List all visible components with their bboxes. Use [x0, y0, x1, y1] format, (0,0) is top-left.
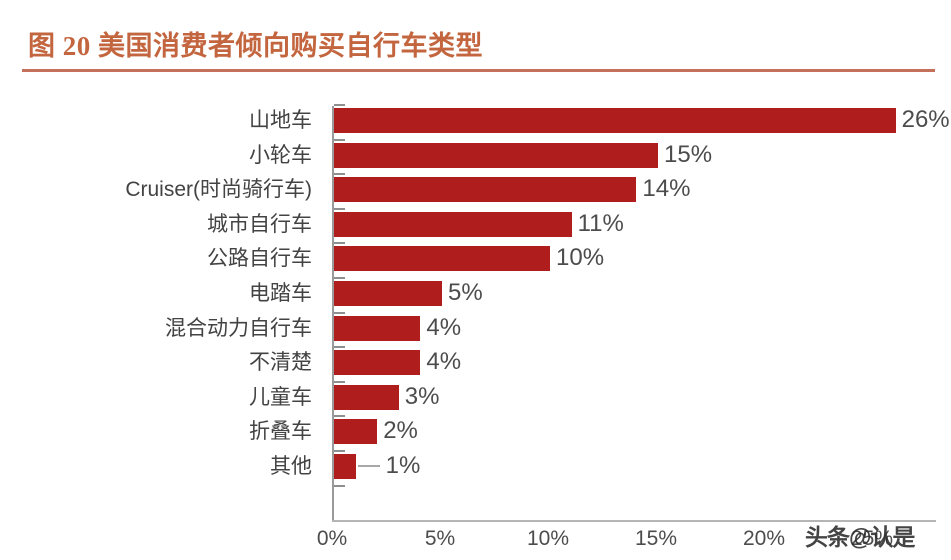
category-axis-tick — [334, 311, 345, 314]
category-label: 公路自行车 — [207, 247, 312, 271]
category-axis-tick — [334, 415, 345, 418]
bar-row: 小轮车 15% — [0, 138, 951, 173]
category-axis-tick — [334, 138, 345, 141]
x-axis-tick-label: 20% — [742, 527, 786, 550]
x-axis-tick-label: 15% — [634, 527, 678, 550]
bar-row: 儿童车 3% — [0, 380, 951, 415]
category-axis-tick — [334, 277, 345, 279]
bar — [334, 384, 399, 410]
category-label: 混合动力自行车 — [165, 316, 312, 340]
bar-chart-plot-area: 山地车 26% 小轮车 15% Cruiser(时尚骑行车) 14% 城市自行车 11% 公路自… — [0, 78, 951, 560]
x-axis-tick-label: 0% — [316, 527, 348, 550]
category-label: 其他 — [270, 455, 312, 478]
bar — [334, 419, 378, 445]
bar-row: 山地车 26% — [0, 103, 951, 138]
category-label: 山地车 — [249, 109, 312, 132]
bar-value-label: 4% — [426, 313, 462, 341]
bar-row: 混合动力自行车 4% — [0, 311, 951, 346]
bar-row: 电踏车 5% — [0, 276, 951, 311]
bar-value-label: 5% — [448, 279, 483, 306]
category-axis-tick — [334, 104, 345, 106]
page-title: 图 20 美国消费者倾向购买自行车类型 — [28, 31, 483, 61]
bar-row: 折叠车 2% — [0, 414, 951, 449]
category-axis-tick — [334, 450, 345, 452]
title-divider — [22, 69, 935, 72]
x-axis-tick-label: 25% — [850, 527, 894, 550]
category-label: 城市自行车 — [207, 212, 312, 236]
bar-row: 城市自行车 11% — [0, 207, 951, 242]
category-axis-tick — [334, 173, 345, 176]
bar — [334, 108, 896, 133]
bar-value-label: 10% — [556, 244, 605, 272]
label-leader-line — [357, 465, 380, 467]
category-label: 电踏车 — [249, 282, 312, 305]
source-watermark: 头条@认是 — [805, 524, 915, 550]
bar — [334, 211, 572, 237]
bar-row: 其他 1% — [0, 449, 951, 484]
bar — [334, 454, 356, 479]
bar-value-label: 2% — [383, 417, 418, 445]
bar-value-label: 3% — [404, 382, 440, 410]
category-axis-tick — [334, 380, 345, 383]
category-axis-tick — [334, 484, 345, 487]
bar-row: 公路自行车 10% — [0, 241, 951, 276]
category-axis-tick — [334, 346, 345, 349]
category-label: 折叠车 — [249, 420, 312, 444]
bar — [334, 142, 658, 168]
bar-value-label: 14% — [642, 175, 691, 203]
x-axis-tick-label: 10% — [526, 527, 570, 550]
chart-title-block: 图 20 美国消费者倾向购买自行车类型 — [0, 0, 951, 78]
category-axis-tick — [334, 242, 345, 245]
bar-value-label: 4% — [426, 348, 462, 376]
bar-value-label: 11% — [577, 209, 624, 237]
bar — [334, 246, 550, 272]
category-label: 小轮车 — [249, 143, 312, 167]
bar — [334, 315, 421, 341]
bar-row: Cruiser(时尚骑行车) 14% — [0, 172, 951, 207]
bar-value-label: 26% — [901, 106, 950, 133]
category-label: 儿童车 — [249, 385, 312, 409]
category-label: Cruiser(时尚骑行车) — [125, 178, 312, 202]
bar — [334, 281, 442, 306]
x-axis-tick-label: 5% — [424, 527, 456, 550]
bar — [334, 350, 421, 376]
bar-row: 不清楚 4% — [0, 345, 951, 380]
value-axis-line — [332, 520, 936, 522]
bar-value-label: 15% — [664, 140, 713, 168]
category-label: 不清楚 — [249, 351, 312, 375]
bar-value-label: 1% — [385, 452, 421, 479]
category-axis-line — [332, 106, 334, 520]
bar — [334, 177, 637, 203]
category-axis-tick — [334, 207, 345, 210]
